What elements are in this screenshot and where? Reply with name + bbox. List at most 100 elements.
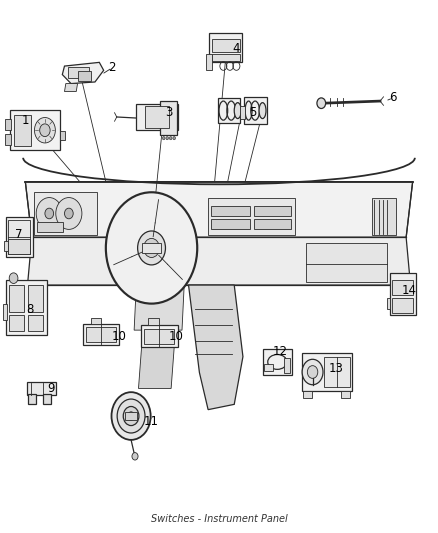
Bar (372, 198, 396, 235)
Bar (8, 239, 30, 254)
Text: 3: 3 (165, 106, 173, 119)
Bar (83, 324, 119, 345)
Circle shape (302, 359, 323, 385)
Text: 5: 5 (249, 106, 257, 119)
Text: 14: 14 (401, 284, 416, 297)
Bar (6, 217, 33, 257)
Text: 1: 1 (21, 114, 29, 127)
Circle shape (45, 208, 53, 219)
Bar (67, 67, 89, 78)
Bar (262, 349, 292, 375)
Bar (136, 104, 178, 130)
Bar (5, 119, 11, 130)
Bar (4, 241, 8, 251)
Circle shape (144, 238, 159, 257)
Circle shape (123, 407, 139, 425)
Bar (28, 316, 43, 331)
Bar (212, 54, 240, 61)
Polygon shape (25, 182, 413, 237)
Polygon shape (64, 84, 78, 92)
Bar (324, 357, 350, 387)
Ellipse shape (259, 103, 266, 118)
Bar (86, 327, 116, 342)
Circle shape (138, 231, 166, 265)
Text: 11: 11 (144, 415, 159, 428)
Circle shape (64, 208, 73, 219)
Text: 8: 8 (26, 303, 33, 317)
Bar (37, 222, 63, 232)
Bar (5, 134, 11, 144)
Bar (254, 219, 291, 229)
Text: 7: 7 (15, 228, 22, 241)
Bar (43, 394, 50, 405)
Polygon shape (28, 237, 410, 285)
Bar (160, 101, 177, 135)
Circle shape (112, 392, 151, 440)
Bar (9, 285, 25, 312)
Bar (148, 318, 159, 325)
Bar (8, 220, 30, 254)
Bar (34, 192, 97, 235)
Bar (392, 280, 413, 295)
Text: Switches - Instrument Panel: Switches - Instrument Panel (151, 514, 287, 523)
Bar (240, 106, 245, 119)
Bar (145, 107, 169, 127)
Circle shape (40, 124, 50, 136)
Bar (10, 110, 60, 150)
Bar (14, 115, 31, 146)
Circle shape (132, 453, 138, 460)
Bar (27, 382, 56, 395)
Circle shape (127, 412, 134, 420)
Circle shape (317, 98, 325, 109)
Bar (341, 391, 350, 398)
Bar (306, 243, 387, 282)
Bar (390, 273, 416, 316)
Bar (264, 364, 273, 372)
Bar (144, 329, 174, 344)
Bar (254, 206, 291, 216)
Bar (141, 325, 178, 347)
Circle shape (35, 117, 55, 143)
Circle shape (162, 136, 165, 140)
Circle shape (173, 136, 176, 140)
Ellipse shape (234, 103, 241, 118)
Bar (387, 298, 391, 309)
Text: 10: 10 (169, 330, 184, 343)
Circle shape (9, 273, 18, 284)
Bar (209, 33, 242, 62)
Polygon shape (244, 97, 267, 124)
Circle shape (170, 136, 172, 140)
Circle shape (106, 192, 197, 304)
Bar (208, 198, 295, 235)
Text: 10: 10 (111, 330, 126, 343)
Text: 12: 12 (272, 345, 287, 358)
Polygon shape (188, 285, 243, 410)
Bar (28, 394, 36, 405)
Bar (392, 298, 413, 313)
Bar (211, 206, 251, 216)
Bar (302, 353, 352, 391)
Circle shape (117, 399, 145, 433)
Text: 4: 4 (233, 42, 240, 54)
Text: 2: 2 (109, 61, 116, 74)
Text: 9: 9 (48, 382, 55, 395)
Bar (91, 318, 102, 324)
Polygon shape (218, 98, 240, 123)
Bar (60, 131, 65, 140)
Bar (3, 304, 7, 319)
Polygon shape (134, 285, 184, 330)
Bar (6, 280, 47, 335)
Bar (212, 38, 240, 52)
Bar (206, 54, 212, 70)
Circle shape (307, 366, 318, 378)
Circle shape (56, 198, 82, 229)
Bar (142, 243, 161, 253)
Bar (303, 391, 312, 398)
Bar (284, 358, 290, 373)
Text: 6: 6 (389, 91, 397, 104)
Bar (211, 219, 251, 229)
Bar (9, 316, 25, 331)
Text: 13: 13 (328, 362, 343, 375)
Bar (125, 412, 137, 420)
Bar (28, 285, 43, 312)
